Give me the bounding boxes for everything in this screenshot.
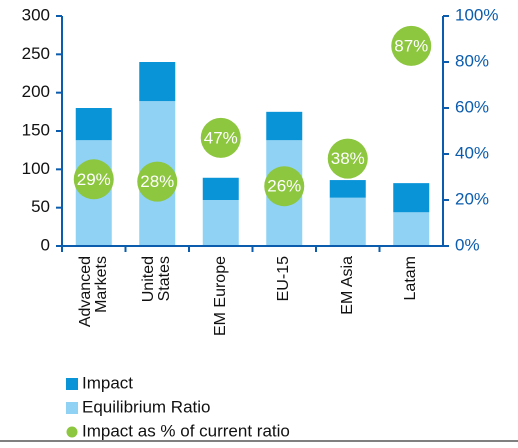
legend-marker — [66, 378, 78, 390]
bar-segment — [202, 200, 239, 246]
y2-tick-label: 40% — [455, 143, 489, 162]
point — [327, 138, 368, 179]
y-tick-label: 100 — [22, 159, 50, 178]
bar-segment — [266, 111, 303, 141]
bar-segment — [329, 180, 366, 198]
bar-segment — [202, 177, 239, 200]
x-tick-label: Advanced Markets — [76, 256, 110, 328]
y2-tick-label: 100% — [455, 5, 498, 24]
y2-tick-label: 20% — [455, 189, 489, 208]
y-tick-label: 0 — [41, 235, 50, 254]
legend-label: Equilibrium Ratio — [82, 397, 211, 416]
point-label: 29% — [77, 170, 111, 189]
bar-segment — [139, 62, 176, 102]
x-tick-label: Latam — [402, 256, 420, 301]
y-tick-label: 250 — [22, 44, 50, 63]
y-tick-label: 50 — [31, 197, 50, 216]
point-label: 38% — [331, 149, 365, 168]
point — [391, 25, 432, 66]
point-label: 28% — [140, 172, 174, 191]
point-label: 87% — [394, 36, 428, 55]
bar-segment — [393, 183, 430, 213]
y-tick-label: 200 — [22, 82, 50, 101]
y-tick-label: 300 — [22, 5, 50, 24]
point — [200, 117, 241, 158]
x-tick-label: United States — [140, 256, 174, 303]
bar-segment — [75, 108, 112, 141]
bar-segment — [393, 212, 430, 246]
legend-marker — [66, 426, 78, 438]
legend-marker — [66, 402, 78, 414]
y2-tick-label: 60% — [455, 97, 489, 116]
legend-label: Impact — [82, 373, 133, 392]
x-tick-label: EM Asia — [338, 256, 356, 315]
x-tick-label: EM Europe — [211, 256, 229, 337]
y-tick-label: 150 — [22, 120, 50, 139]
legend-label: Impact as % of current ratio — [82, 421, 290, 440]
point — [264, 166, 305, 207]
y2-tick-label: 80% — [455, 51, 489, 70]
point — [73, 159, 114, 200]
point-label: 47% — [204, 128, 238, 147]
y2-tick-label: 0% — [455, 235, 480, 254]
bar-segment — [329, 197, 366, 246]
point — [137, 161, 178, 202]
x-tick-label: EU-15 — [275, 256, 293, 302]
point-label: 26% — [267, 177, 301, 196]
